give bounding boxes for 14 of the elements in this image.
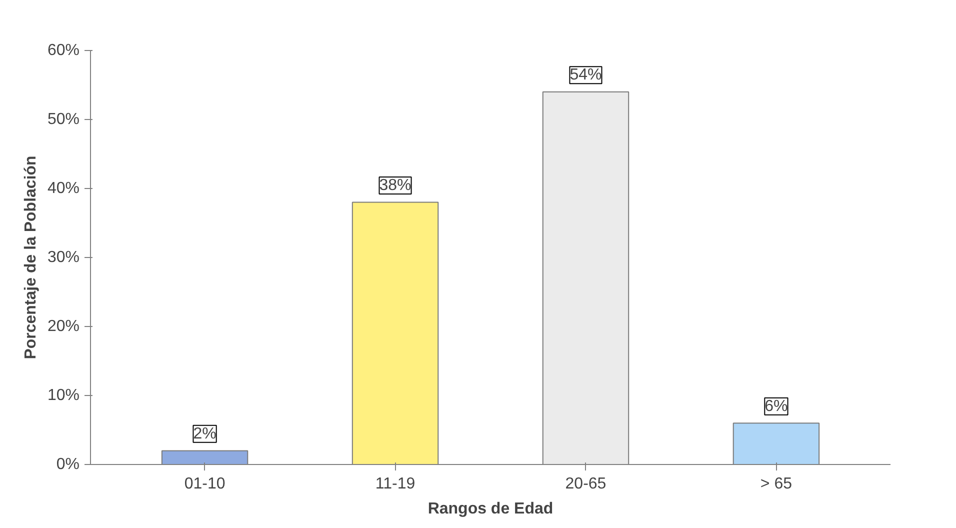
- y-tick-label: 60%: [47, 42, 80, 59]
- y-tick-label: 50%: [47, 111, 80, 128]
- y-tick-label: 30%: [47, 249, 80, 266]
- data-label: 2%: [193, 425, 216, 442]
- y-tick-label: 40%: [47, 180, 80, 197]
- x-tick-label: 11-19: [375, 476, 416, 492]
- y-tick-label: 20%: [47, 318, 80, 335]
- x-tick-label: > 65: [760, 476, 792, 492]
- y-tick-label: 10%: [47, 387, 80, 404]
- y-axis-title: Porcentaje de la Población: [22, 156, 40, 360]
- y-tick-label: 0%: [56, 456, 80, 473]
- x-tick-label: 01-10: [184, 476, 226, 492]
- x-tick-label: 20-65: [565, 476, 606, 492]
- x-axis-title: Rangos de Edad: [428, 500, 554, 518]
